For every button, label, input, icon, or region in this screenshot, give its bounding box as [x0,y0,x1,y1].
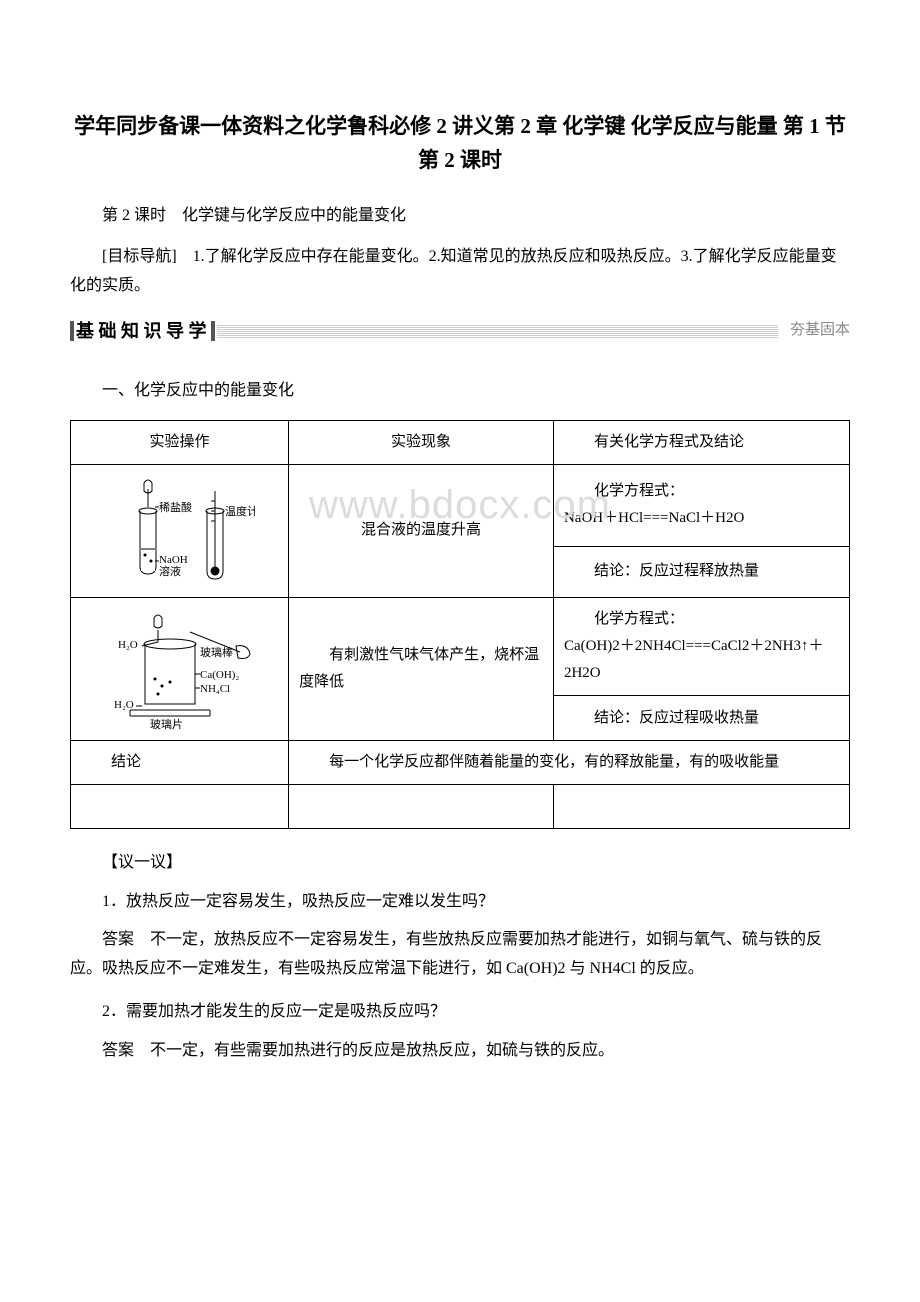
banner-label-right: 夯基固本 [786,317,850,344]
diagram-label: 溶液 [159,564,181,578]
diagram-cell: H₂O 玻璃棒 Ca(OH)₂ NH₄Cl H₂O 玻璃片 [71,597,289,740]
phenomenon-cell: www.bdocx.com 混合液的温度升高 [289,464,554,597]
table-row: 实验操作 实验现象 有关化学方程式及结论 [71,420,850,464]
experiment-table: 实验操作 实验现象 有关化学方程式及结论 [70,420,850,829]
section-banner: 基 础 知 识 导 学 夯基固本 [70,315,850,347]
diagram-label: 玻璃片 [150,717,183,731]
section-heading: 一、化学反应中的能量变化 [70,377,850,406]
table-row: H₂O 玻璃棒 Ca(OH)₂ NH₄Cl H₂O 玻璃片 有刺激性气味气体产生… [71,597,850,696]
diagram-label: Ca(OH)₂ [200,669,239,681]
phenomenon-cell: 有刺激性气味气体产生，烧杯温度降低 [289,597,554,740]
banner-bar-icon [211,321,215,341]
diagram-label: H₂O [118,639,138,651]
equation-cell: 化学方程式： NaOH＋HCl===NaCl＋H2O [553,464,849,546]
diagram-label: NH₄Cl [200,683,230,695]
empty-cell [71,784,289,828]
col-header: 实验操作 [71,420,289,464]
diagram-label: H₂O [114,699,134,711]
answer-2: 答案 不一定，有些需要加热进行的反应是放热反应，如硫与铁的反应。 [70,1037,850,1066]
empty-cell [289,784,554,828]
diagram-label: 稀盐酸 [159,500,192,514]
table-row [71,784,850,828]
question-2: 2．需要加热才能发生的反应一定是吸热反应吗？ [70,998,850,1027]
conclusion-label: 结论 [71,740,289,784]
banner-bar-icon [70,321,74,341]
equation-cell: 化学方程式： Ca(OH)2＋2NH4Cl===CaCl2＋2NH3↑＋2H2O [553,597,849,696]
question-1: 1．放热反应一定容易发生，吸热反应一定难以发生吗？ [70,888,850,917]
col-header: 实验现象 [289,420,554,464]
subtitle: 第 2 课时 化学键与化学反应中的能量变化 [70,202,850,231]
banner-label-left: 基 础 知 识 导 学 [76,315,211,347]
answer-1: 答案 不一定，放热反应不一定容易发生，有些放热反应需要加热才能进行，如铜与氧气、… [70,926,850,984]
conclusion-cell: 结论：反应过程释放热量 [553,546,849,597]
banner-line-icon [217,324,778,338]
experiment-1-diagram: 稀盐酸 温度计 NaOH 溶液 [105,471,255,591]
diagram-label: 温度计 [225,504,255,518]
diagram-label: 玻璃棒 [200,645,233,659]
table-row: 稀盐酸 温度计 NaOH 溶液 www.bdocx.com 混合液的温度升高 化… [71,464,850,546]
conclusion-cell: 结论：反应过程吸收热量 [553,696,849,740]
diagram-label: NaOH [159,554,188,566]
table-row: 结论 每一个化学反应都伴随着能量的变化，有的释放能量，有的吸收能量 [71,740,850,784]
page-title: 学年同步备课一体资料之化学鲁科必修 2 讲义第 2 章 化学键 化学反应与能量 … [70,110,850,177]
objectives: [目标导航] 1.了解化学反应中存在能量变化。2.知道常见的放热反应和吸热反应。… [70,243,850,301]
conclusion-text: 每一个化学反应都伴随着能量的变化，有的释放能量，有的吸收能量 [289,740,850,784]
col-header: 有关化学方程式及结论 [553,420,849,464]
empty-cell [553,784,849,828]
diagram-cell: 稀盐酸 温度计 NaOH 溶液 [71,464,289,597]
experiment-2-diagram: H₂O 玻璃棒 Ca(OH)₂ NH₄Cl H₂O 玻璃片 [100,604,260,734]
discuss-heading: 【议一议】 [70,849,850,878]
